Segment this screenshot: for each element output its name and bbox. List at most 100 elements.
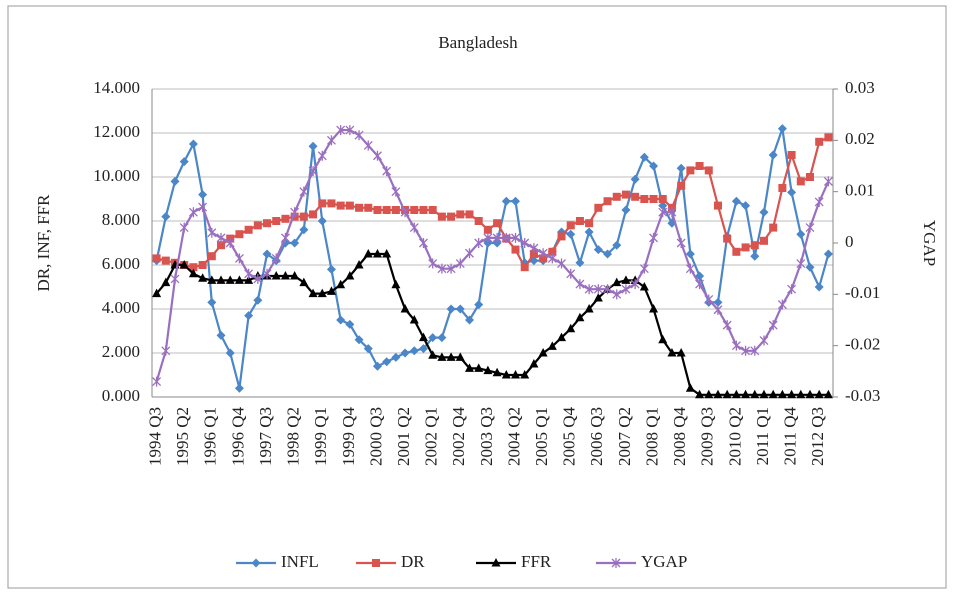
x-tick-label: 1999 Q1 (311, 407, 330, 466)
marker (262, 268, 272, 279)
marker (741, 201, 751, 211)
marker (823, 389, 833, 399)
marker (318, 199, 327, 208)
marker (796, 177, 805, 186)
marker (557, 232, 566, 241)
marker (713, 201, 722, 210)
marker (299, 212, 308, 221)
x-tick-label: 1996 Q4 (228, 407, 247, 467)
marker (501, 196, 511, 206)
y-tick-label: 2.000 (102, 342, 140, 361)
marker (796, 258, 806, 269)
y2-tick-label: 0 (845, 232, 854, 251)
marker (640, 195, 649, 203)
chart-frame (7, 5, 947, 589)
marker (464, 363, 474, 372)
marker (575, 279, 585, 290)
marker (263, 219, 272, 228)
marker (409, 346, 419, 356)
marker (271, 271, 281, 280)
marker (244, 268, 254, 279)
marker (566, 323, 576, 333)
marker (593, 293, 603, 302)
marker (584, 227, 594, 237)
marker (768, 389, 778, 399)
marker (630, 279, 640, 290)
marker (198, 202, 208, 213)
y2-tick-label: 0.03 (845, 78, 875, 97)
marker (492, 367, 502, 377)
marker (391, 206, 400, 214)
marker (649, 161, 659, 171)
marker (621, 190, 630, 199)
marker (777, 389, 787, 399)
marker (391, 279, 401, 289)
marker (345, 201, 354, 210)
marker (612, 192, 621, 201)
marker (750, 241, 759, 250)
marker (750, 251, 760, 261)
x-tick-label: 2012 Q3 (808, 407, 827, 466)
marker (493, 219, 502, 228)
marker (455, 352, 465, 361)
marker (658, 201, 668, 211)
marker (639, 152, 649, 162)
marker (474, 363, 484, 372)
marker (667, 207, 677, 218)
marker (400, 348, 410, 358)
marker (547, 341, 557, 350)
marker (823, 176, 833, 187)
marker (787, 187, 797, 197)
marker (594, 203, 603, 212)
marker (649, 232, 659, 243)
marker (621, 284, 631, 295)
marker (354, 260, 364, 269)
marker (731, 340, 741, 351)
marker (814, 389, 824, 399)
marker (575, 312, 585, 322)
marker (658, 334, 668, 344)
marker (428, 258, 438, 269)
marker (685, 249, 695, 259)
marker (593, 284, 603, 295)
marker (253, 295, 263, 305)
y2-tick-label: -0.02 (845, 335, 880, 354)
marker (685, 263, 695, 274)
marker (704, 166, 713, 175)
marker (566, 229, 576, 239)
marker (382, 357, 392, 367)
marker (731, 196, 741, 206)
marker (437, 333, 447, 343)
marker (529, 250, 538, 258)
marker (326, 135, 336, 146)
marker (217, 241, 226, 250)
marker (244, 225, 253, 234)
marker (373, 150, 382, 161)
marker (428, 206, 437, 214)
marker (722, 320, 732, 331)
marker (280, 271, 290, 280)
y2-axis-title: YGAP (920, 220, 939, 266)
marker (539, 254, 548, 263)
marker (391, 186, 401, 197)
marker (731, 389, 741, 399)
marker (225, 238, 235, 248)
marker (418, 332, 428, 342)
marker (409, 222, 419, 233)
x-tick-label: 1995 Q2 (173, 407, 192, 466)
marker (363, 344, 373, 354)
marker (446, 263, 456, 274)
marker (676, 163, 686, 173)
x-tick-label: 2010 Q2 (725, 407, 744, 466)
marker (419, 206, 428, 214)
marker (649, 195, 658, 203)
marker (419, 238, 428, 248)
marker (584, 304, 594, 313)
marker (281, 214, 290, 223)
marker (465, 210, 474, 219)
marker (234, 275, 244, 284)
marker (805, 262, 815, 272)
y2-tick-label: -0.01 (845, 283, 880, 302)
